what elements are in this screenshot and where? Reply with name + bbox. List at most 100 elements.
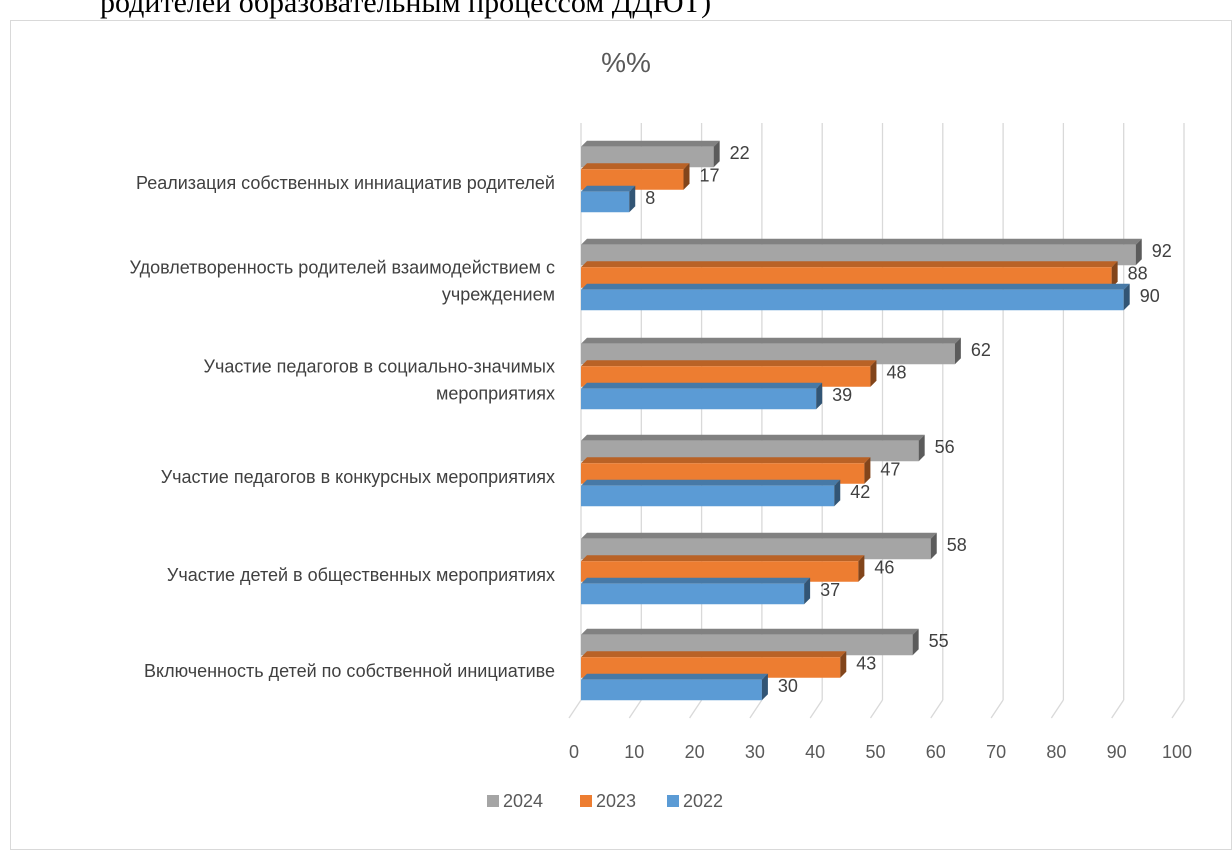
bar-end-face [761, 673, 768, 701]
bar-top-face [581, 163, 690, 170]
x-tick-label: 90 [1107, 742, 1127, 762]
bar-top-face [581, 185, 636, 192]
floor-gridline [749, 699, 763, 719]
floor-gridline [568, 699, 582, 719]
data-label: 37 [820, 580, 840, 600]
x-tick-label: 70 [986, 742, 1006, 762]
bar-top-face [581, 555, 865, 562]
bar-end-face [864, 457, 871, 484]
floor-gridline [1111, 699, 1125, 719]
bar-top-face [581, 382, 823, 389]
bar [581, 244, 1136, 266]
data-label: 48 [886, 363, 906, 383]
bar-end-face [629, 185, 636, 213]
data-label: 17 [700, 166, 720, 186]
legend-label: 2022 [683, 791, 723, 811]
bar-end-face [713, 140, 720, 168]
bar-end-face [1135, 238, 1142, 266]
x-tick-label: 20 [685, 742, 705, 762]
bar [581, 191, 630, 213]
bar [581, 366, 871, 387]
data-label: 62 [971, 340, 991, 360]
bar-end-face [816, 382, 823, 410]
category-label: Участие детей в общественных мероприятия… [167, 565, 555, 585]
bar-top-face [581, 628, 919, 635]
bar-top-face [581, 479, 841, 486]
floor-gridline [1171, 699, 1185, 719]
bar [581, 388, 817, 410]
bar-top-face [581, 434, 925, 441]
x-tick-label: 60 [926, 742, 946, 762]
data-label: 8 [645, 188, 655, 208]
bar [581, 169, 684, 190]
legend-swatch [487, 795, 499, 807]
bar [581, 679, 762, 701]
bar [581, 657, 841, 678]
x-tick-label: 40 [805, 742, 825, 762]
bar-end-face [834, 479, 841, 507]
data-label: 55 [929, 631, 949, 651]
bar-end-face [804, 577, 811, 605]
legend-swatch [580, 795, 592, 807]
bar-end-face [954, 337, 961, 365]
data-label: 30 [778, 676, 798, 696]
floor-gridline [689, 699, 703, 719]
bar-end-face [930, 532, 937, 560]
bar [581, 289, 1124, 311]
floor-gridline [1050, 699, 1064, 719]
x-tick-label: 80 [1046, 742, 1066, 762]
data-label: 46 [874, 558, 894, 578]
bar-end-face [1123, 283, 1130, 311]
category-label: Реализация собственных инниациатив родит… [136, 173, 555, 193]
x-tick-label: 30 [745, 742, 765, 762]
bar-top-face [581, 360, 877, 367]
bar [581, 538, 931, 560]
bar-end-face [858, 555, 865, 582]
data-label: 88 [1128, 264, 1148, 284]
bar [581, 343, 955, 365]
bar [581, 146, 714, 168]
category-label: Удовлетворенность родителей взаимодейств… [130, 258, 555, 278]
floor-gridline [869, 699, 884, 719]
floor-gridline [990, 699, 1004, 719]
legend-swatch [667, 795, 679, 807]
data-label: 39 [832, 385, 852, 405]
data-label: 58 [947, 535, 967, 555]
data-label: 22 [730, 143, 750, 163]
bar-top-face [581, 140, 720, 147]
document-heading: родителей образовательным процессом ДДЮТ… [100, 0, 712, 19]
x-tick-label: 0 [569, 742, 579, 762]
bar-top-face [581, 337, 961, 344]
floor-gridline [930, 699, 944, 719]
data-label: 43 [856, 654, 876, 674]
x-tick-label: 100 [1162, 742, 1192, 762]
category-label: мероприятиях [436, 384, 555, 404]
floor-gridline [809, 699, 823, 719]
bar-end-face [1111, 261, 1118, 288]
bar [581, 463, 865, 484]
bar-top-face [581, 651, 847, 658]
category-label: Включенность детей по собственной инициа… [144, 661, 555, 681]
bar-end-face [870, 360, 877, 387]
bar-top-face [581, 457, 871, 464]
bar [581, 485, 835, 507]
floor-gridline [628, 699, 642, 719]
bar [581, 440, 919, 462]
bar-end-face [683, 163, 690, 190]
bar-top-face [581, 532, 937, 539]
x-tick-label: 10 [624, 742, 644, 762]
bar-end-face [918, 434, 925, 462]
bar-end-face [840, 651, 847, 678]
legend-label: 2024 [503, 791, 543, 811]
data-label: 47 [880, 460, 900, 480]
bar-top-face [581, 261, 1118, 268]
bar [581, 267, 1112, 288]
bar-end-face [912, 628, 919, 656]
bar-top-face [581, 577, 811, 584]
bar [581, 583, 805, 605]
legend-label: 2023 [596, 791, 636, 811]
data-label: 42 [850, 482, 870, 502]
bar [581, 634, 913, 656]
data-label: 90 [1140, 286, 1160, 306]
